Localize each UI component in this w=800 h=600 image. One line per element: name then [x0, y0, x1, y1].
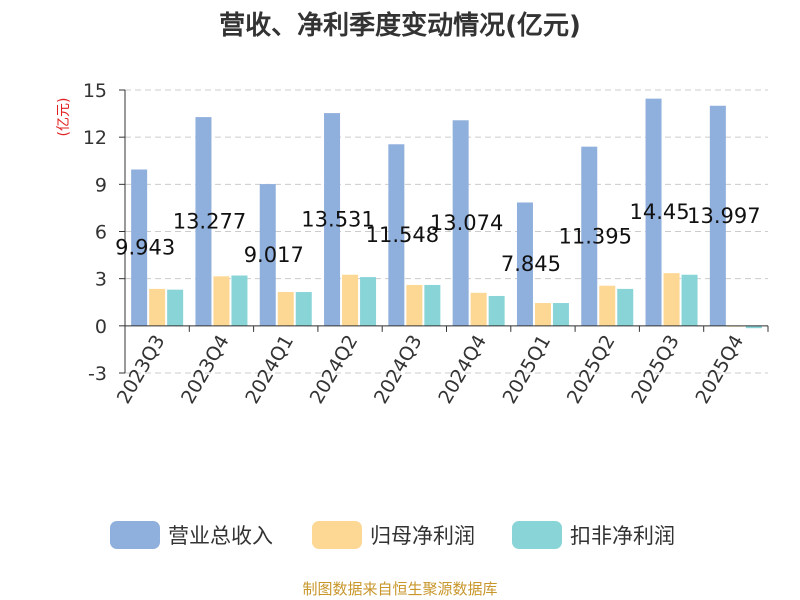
y-tick-label: 0	[95, 316, 107, 338]
axes	[124, 90, 769, 373]
bar	[617, 288, 634, 326]
bar	[709, 105, 726, 326]
y-tick-label: 15	[83, 80, 107, 102]
data-label: 11.548	[366, 223, 439, 247]
y-tick-label: 9	[95, 174, 107, 196]
bar	[581, 146, 598, 326]
y-tick-label: 3	[95, 269, 107, 291]
bar	[663, 273, 680, 326]
legend: 营业总收入 归母净利润 扣非净利润	[110, 521, 675, 549]
bar	[745, 325, 762, 329]
x-tick-label: 2023Q4	[177, 331, 234, 407]
y-tick-label: 6	[95, 222, 107, 244]
x-tick-label: 2025Q4	[691, 331, 748, 407]
bar	[231, 275, 248, 326]
data-label: 9.017	[244, 243, 304, 267]
bar	[406, 284, 423, 326]
data-label: 9.943	[115, 236, 175, 260]
bar	[552, 303, 569, 326]
legend-swatch	[312, 521, 362, 549]
legend-label: 归母净利润	[370, 524, 475, 548]
bar	[488, 295, 505, 326]
bar	[599, 285, 616, 326]
bar	[324, 113, 341, 326]
y-axis-label: (亿元)	[56, 98, 72, 137]
x-tick-label: 2024Q2	[306, 331, 363, 407]
bar	[681, 274, 698, 326]
chart-title: 营收、净利季度变动情况(亿元)	[219, 10, 581, 41]
source-note: 制图数据来自恒生聚源数据库	[302, 580, 497, 598]
bar	[388, 144, 405, 326]
y-tick-label: 12	[83, 127, 107, 149]
bar	[342, 274, 359, 326]
x-tick-label: 2024Q3	[370, 331, 427, 407]
bar	[213, 276, 230, 326]
bar	[195, 117, 212, 326]
x-tick-label: 2024Q1	[241, 331, 298, 407]
bar	[167, 289, 184, 326]
x-tick-label: 2025Q2	[563, 331, 620, 407]
x-tick-label: 2023Q3	[113, 331, 170, 407]
data-label: 13.997	[687, 204, 760, 228]
bar	[259, 184, 276, 326]
legend-swatch	[110, 521, 160, 549]
legend-label: 扣非净利润	[570, 524, 675, 548]
data-label: 13.531	[301, 207, 374, 231]
bar	[470, 292, 487, 326]
x-tick-label: 2024Q4	[434, 331, 491, 407]
bar	[424, 284, 441, 326]
bar	[452, 120, 469, 326]
legend-swatch	[512, 521, 562, 549]
data-label: 13.277	[173, 209, 246, 233]
x-tick-label: 2025Q1	[499, 331, 556, 407]
bar	[295, 292, 312, 326]
bar	[277, 292, 294, 326]
bar	[645, 98, 662, 326]
bar	[149, 288, 166, 326]
data-label: 11.395	[559, 224, 632, 248]
bar	[516, 202, 533, 326]
data-label: 13.074	[430, 211, 503, 235]
bar	[131, 169, 148, 326]
data-label: 7.845	[501, 252, 561, 276]
data-label: 14.45	[629, 200, 689, 224]
bar	[534, 303, 551, 326]
bar	[360, 277, 377, 326]
y-tick-label: -3	[88, 363, 107, 385]
bars	[131, 98, 762, 329]
x-tick-label: 2025Q3	[627, 331, 684, 407]
legend-label: 营业总收入	[168, 524, 273, 548]
